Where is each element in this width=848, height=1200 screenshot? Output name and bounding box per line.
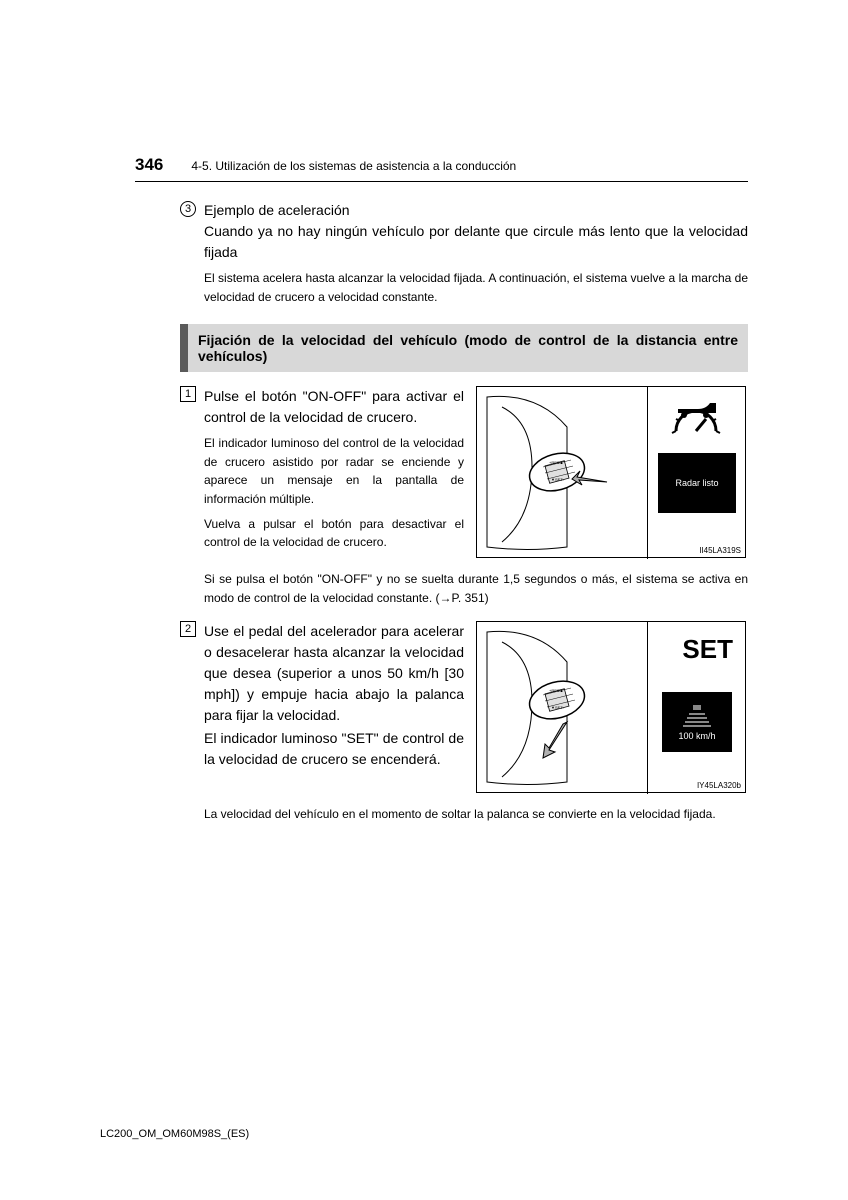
example-3: 3 Ejemplo de aceleración Cuando ya no ha…	[180, 200, 748, 306]
svg-text:+RES▲: +RES▲	[549, 460, 564, 465]
figure1-caption: II45LA319S	[699, 546, 741, 555]
step2-note: La velocidad del vehículo en el momento …	[204, 805, 748, 824]
cruise-icon	[648, 391, 746, 447]
steering-control-illustration-2: +RES▲ ▼SET-	[477, 622, 649, 794]
step1-sub2: Vuelva a pulsar el botón para desactivar…	[204, 515, 464, 552]
step2-main2: El indicador luminoso "SET" de control d…	[204, 728, 464, 770]
svg-text:▼SET-: ▼SET-	[551, 705, 565, 710]
step1-main: Pulse el botón "ON-OFF" para activar el …	[204, 386, 464, 428]
step-2: 2 Use el pedal del acelerador para acele…	[180, 621, 748, 799]
step1-sub1: El indicador luminoso del control de la …	[204, 434, 464, 508]
section-title: 4-5. Utilización de los sistemas de asis…	[191, 159, 516, 173]
distance-bars-icon	[677, 703, 717, 731]
speed-display: 100 km/h	[662, 692, 732, 752]
figure-1: +RES▲ ▼SET-	[476, 386, 746, 558]
radar-ready-display: Radar listo	[658, 453, 736, 513]
set-label: SET	[682, 634, 733, 665]
svg-text:+RES▲: +RES▲	[549, 688, 564, 693]
circled-number-3: 3	[180, 201, 196, 217]
page-header: 346 4-5. Utilización de los sistemas de …	[135, 155, 748, 182]
example-sub: El sistema acelera hasta alcanzar la vel…	[204, 269, 748, 306]
section-heading: Fijación de la velocidad del vehículo (m…	[180, 324, 748, 372]
boxed-number-2: 2	[180, 621, 196, 637]
steering-control-illustration: +RES▲ ▼SET-	[477, 387, 649, 559]
speed-value: 100 km/h	[678, 731, 715, 741]
boxed-number-1: 1	[180, 386, 196, 402]
step1-note: Si se pulsa el botón "ON-OFF" y no se su…	[204, 570, 748, 607]
figure-2: +RES▲ ▼SET- SET	[476, 621, 746, 793]
step2-main: Use el pedal del acelerador para acelera…	[204, 621, 464, 726]
example-line: Cuando ya no hay ningún vehículo por del…	[204, 221, 748, 263]
footer-code: LC200_OM_OM60M98S_(ES)	[100, 1128, 249, 1140]
figure2-caption: IY45LA320b	[697, 781, 741, 790]
page-number: 346	[135, 155, 163, 175]
example-title: Ejemplo de aceleración	[204, 200, 748, 221]
step-1: 1 Pulse el botón "ON-OFF" para activar e…	[180, 386, 748, 564]
svg-text:▼SET-: ▼SET-	[551, 477, 565, 482]
